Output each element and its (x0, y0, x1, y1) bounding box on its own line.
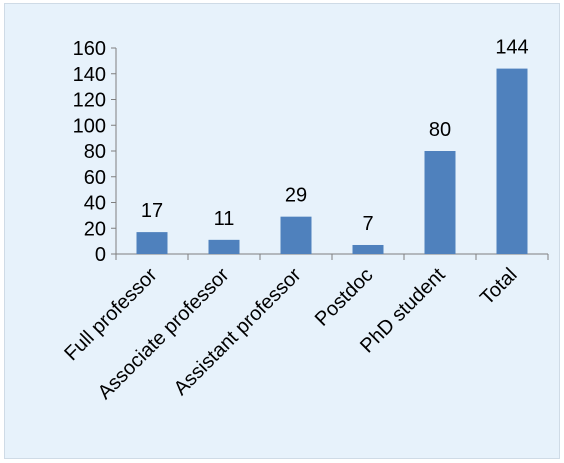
x-tick-label: Total (476, 264, 521, 309)
x-tick-label: Associate professor (94, 264, 234, 404)
data-label: 80 (429, 119, 451, 141)
bar (496, 68, 528, 254)
y-tick-label: 60 (84, 167, 106, 189)
y-tick-label: 40 (84, 193, 106, 215)
y-tick-label: 20 (84, 218, 106, 240)
bar (352, 244, 384, 254)
y-tick-label: 100 (73, 115, 106, 137)
y-tick-label: 0 (95, 244, 106, 266)
bar (280, 216, 312, 254)
bar (424, 151, 456, 254)
data-label: 7 (362, 213, 373, 235)
bar (136, 232, 168, 254)
data-label: 144 (495, 37, 528, 59)
y-tick-label: 160 (73, 38, 106, 60)
x-tick-label: Postdoc (311, 264, 378, 331)
bar (208, 239, 240, 254)
data-label: 29 (285, 185, 307, 207)
y-tick-label: 120 (73, 90, 106, 112)
x-tick-label: Assistant professor (170, 264, 306, 400)
data-label: 17 (141, 200, 163, 222)
data-label: 11 (214, 208, 235, 230)
y-tick-label: 140 (73, 64, 106, 86)
y-tick-label: 80 (84, 141, 106, 163)
